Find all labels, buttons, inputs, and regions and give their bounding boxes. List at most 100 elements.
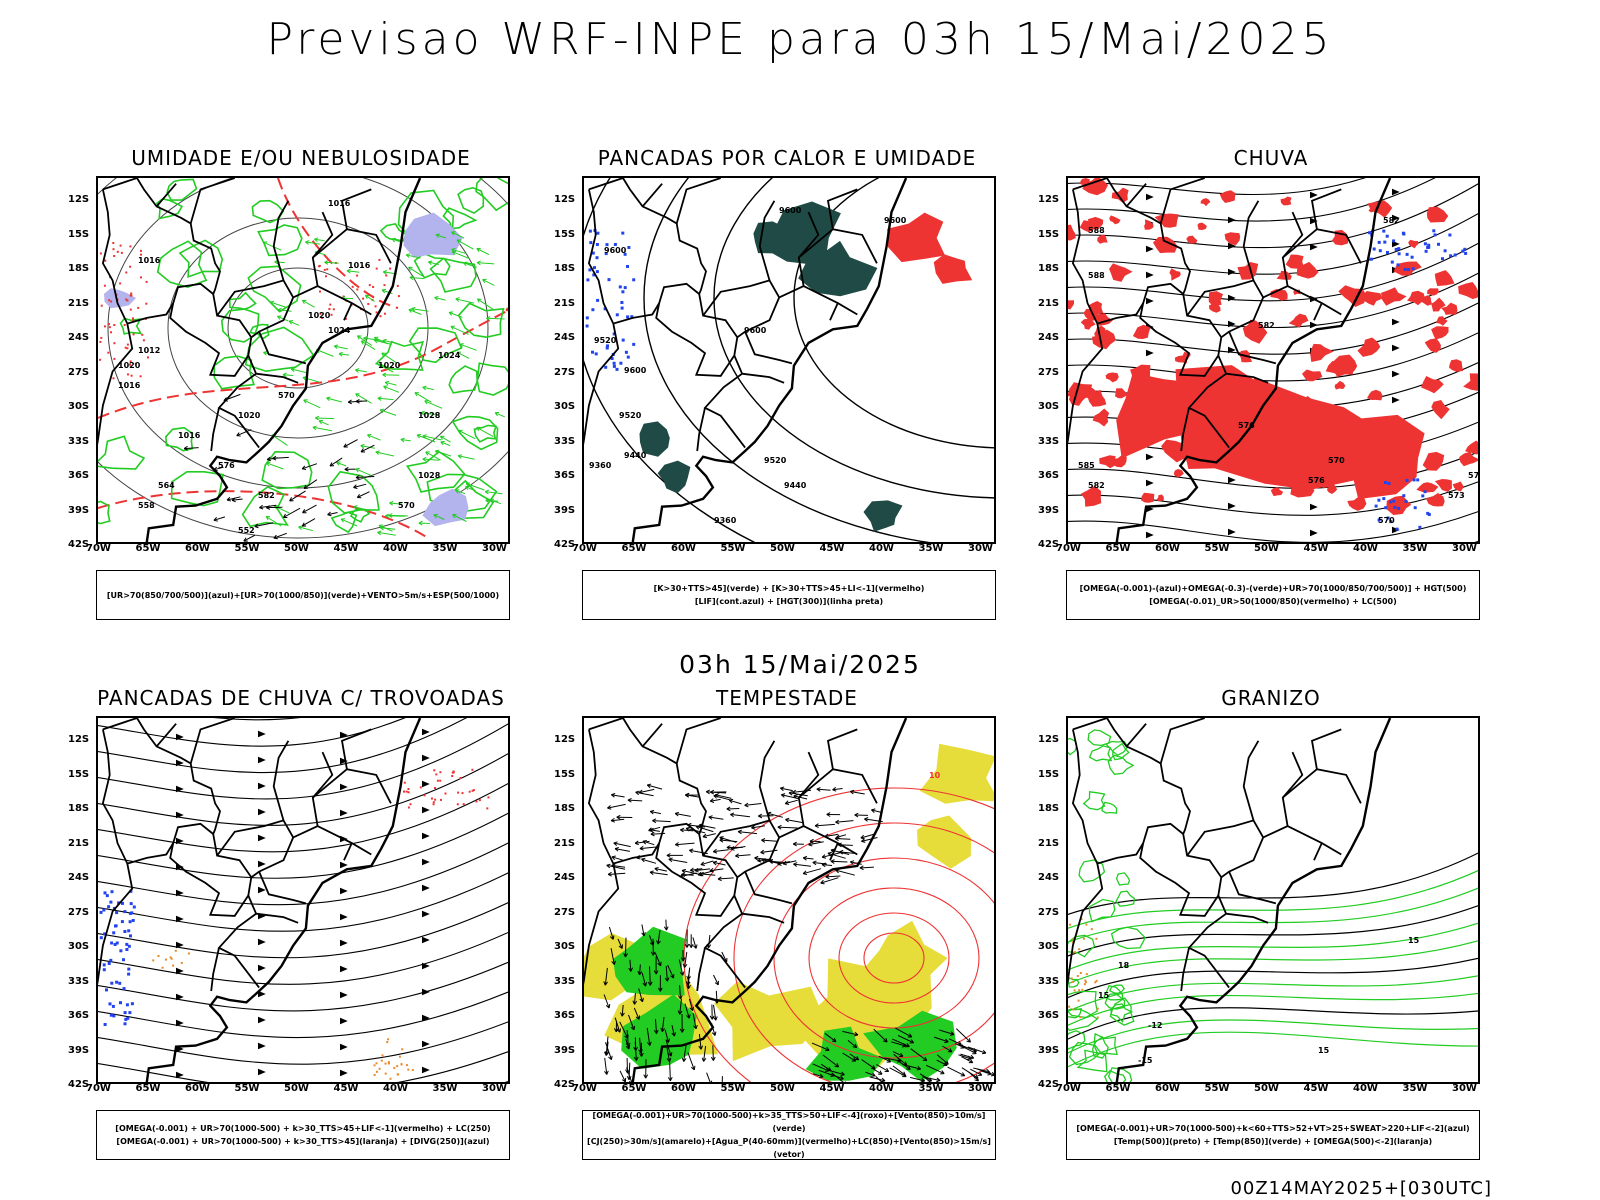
thunderstorm-area bbox=[434, 798, 437, 801]
wind-vector bbox=[803, 857, 814, 860]
map-tempestade: 10 bbox=[582, 716, 996, 1084]
wind-arrowhead bbox=[384, 380, 390, 386]
wind-arrowhead bbox=[643, 1074, 649, 1079]
streamline-arrow bbox=[421, 936, 430, 944]
instability-area bbox=[152, 959, 155, 962]
state-border bbox=[101, 729, 214, 865]
wind-arrowhead bbox=[944, 1038, 949, 1044]
wind-arrowhead bbox=[977, 1071, 983, 1076]
wind-vector bbox=[825, 875, 841, 878]
wind-arrowhead bbox=[353, 484, 358, 489]
wind-vector bbox=[360, 444, 375, 453]
wind-vector bbox=[934, 1036, 949, 1043]
wind-arrowhead bbox=[183, 445, 188, 451]
wind-arrowhead bbox=[611, 855, 616, 861]
streamline-arrow bbox=[257, 860, 266, 868]
wind-vector bbox=[859, 866, 874, 869]
streamline-arrow bbox=[339, 939, 348, 947]
lif-contour bbox=[612, 364, 616, 368]
lat-tick-label: 39S bbox=[554, 504, 576, 516]
streamline-arrow bbox=[1309, 321, 1318, 329]
wind-vector bbox=[312, 426, 333, 432]
lif-contour bbox=[596, 231, 600, 235]
wind-arrowhead bbox=[754, 855, 759, 861]
streamline-arrow bbox=[339, 913, 348, 921]
wind-vector bbox=[684, 952, 688, 968]
divergence-area bbox=[115, 980, 119, 984]
wind-vector bbox=[428, 261, 439, 266]
lat-tick-label: 33S bbox=[1038, 435, 1060, 447]
lif-contour bbox=[626, 355, 630, 359]
lon-tick-label: 45W bbox=[333, 543, 359, 554]
lat-tick-label: 21S bbox=[1038, 297, 1060, 309]
convection-area bbox=[863, 500, 903, 532]
wind-arrowhead bbox=[476, 247, 481, 253]
wind-arrowhead bbox=[303, 399, 308, 404]
wind-vector bbox=[625, 937, 627, 958]
state-border bbox=[587, 729, 700, 865]
wind-arrowhead bbox=[451, 250, 457, 256]
state-border bbox=[258, 331, 307, 365]
wind-arrowhead bbox=[660, 1027, 666, 1032]
wind-arrowhead bbox=[717, 876, 722, 882]
omega-mark bbox=[1411, 267, 1415, 271]
wind-vector bbox=[425, 451, 441, 461]
wind-arrowhead bbox=[656, 940, 661, 945]
state-border bbox=[169, 293, 253, 377]
wind-arrowhead bbox=[400, 437, 405, 443]
streamline-arrow bbox=[1391, 526, 1400, 534]
wind-vector bbox=[648, 935, 654, 946]
wind-vector bbox=[289, 490, 306, 502]
streamline bbox=[98, 723, 508, 800]
wind-arrowhead bbox=[788, 790, 793, 796]
wind-arrowhead bbox=[377, 530, 382, 536]
wind-arrowhead bbox=[262, 241, 268, 246]
rain-area bbox=[1097, 234, 1108, 244]
contour-label: 1020 bbox=[308, 311, 331, 320]
legend-line: [Temp(500)](preto) + [Temp(850)](verde) … bbox=[1113, 1137, 1433, 1146]
contour-label: 18 bbox=[1118, 961, 1130, 970]
wind-vector bbox=[385, 381, 397, 386]
wind-arrowhead bbox=[726, 845, 731, 850]
omega-mark bbox=[1453, 253, 1457, 257]
wind-vector bbox=[476, 248, 490, 256]
basemap-layer bbox=[584, 718, 908, 1082]
contour-label: 9600 bbox=[624, 366, 647, 375]
orography-mark bbox=[130, 294, 133, 297]
jet-area bbox=[919, 743, 994, 804]
wind-vector bbox=[277, 315, 289, 322]
wind-arrowhead bbox=[420, 410, 425, 416]
orography-mark bbox=[134, 362, 137, 365]
panel-title-chuva: CHUVA bbox=[1233, 146, 1309, 170]
instability-area bbox=[169, 956, 172, 959]
wind-vector bbox=[666, 1047, 670, 1062]
wind-arrowhead bbox=[635, 1015, 640, 1020]
contour-label: 558 bbox=[138, 501, 155, 510]
rain-area bbox=[1367, 389, 1383, 401]
state-border bbox=[655, 293, 739, 377]
wind-arrowhead bbox=[657, 987, 663, 992]
lat-tick-label: 42S bbox=[554, 539, 576, 550]
thunderstorm-area bbox=[468, 790, 471, 793]
instability-area bbox=[380, 1059, 383, 1062]
wind-vector bbox=[262, 241, 282, 251]
contour-label: 588 bbox=[1088, 226, 1105, 235]
divergence-area bbox=[132, 905, 136, 909]
wind-vector bbox=[367, 434, 381, 441]
streamline-arrow bbox=[257, 808, 266, 816]
divergence-area bbox=[110, 981, 114, 985]
orography-mark bbox=[321, 317, 324, 319]
wind-arrowhead bbox=[670, 974, 675, 979]
wind-arrowhead bbox=[639, 845, 644, 851]
state-border bbox=[675, 718, 721, 764]
wind-vector bbox=[343, 439, 358, 448]
wind-arrowhead bbox=[689, 848, 694, 854]
wind-arrowhead bbox=[760, 849, 765, 855]
orography-mark bbox=[367, 303, 370, 305]
state-border bbox=[1187, 355, 1230, 449]
lif-contour bbox=[603, 307, 607, 311]
streamline-arrow bbox=[421, 988, 430, 996]
coastline bbox=[631, 178, 908, 542]
wind-arrowhead bbox=[463, 261, 468, 267]
wind-vector bbox=[606, 864, 626, 870]
